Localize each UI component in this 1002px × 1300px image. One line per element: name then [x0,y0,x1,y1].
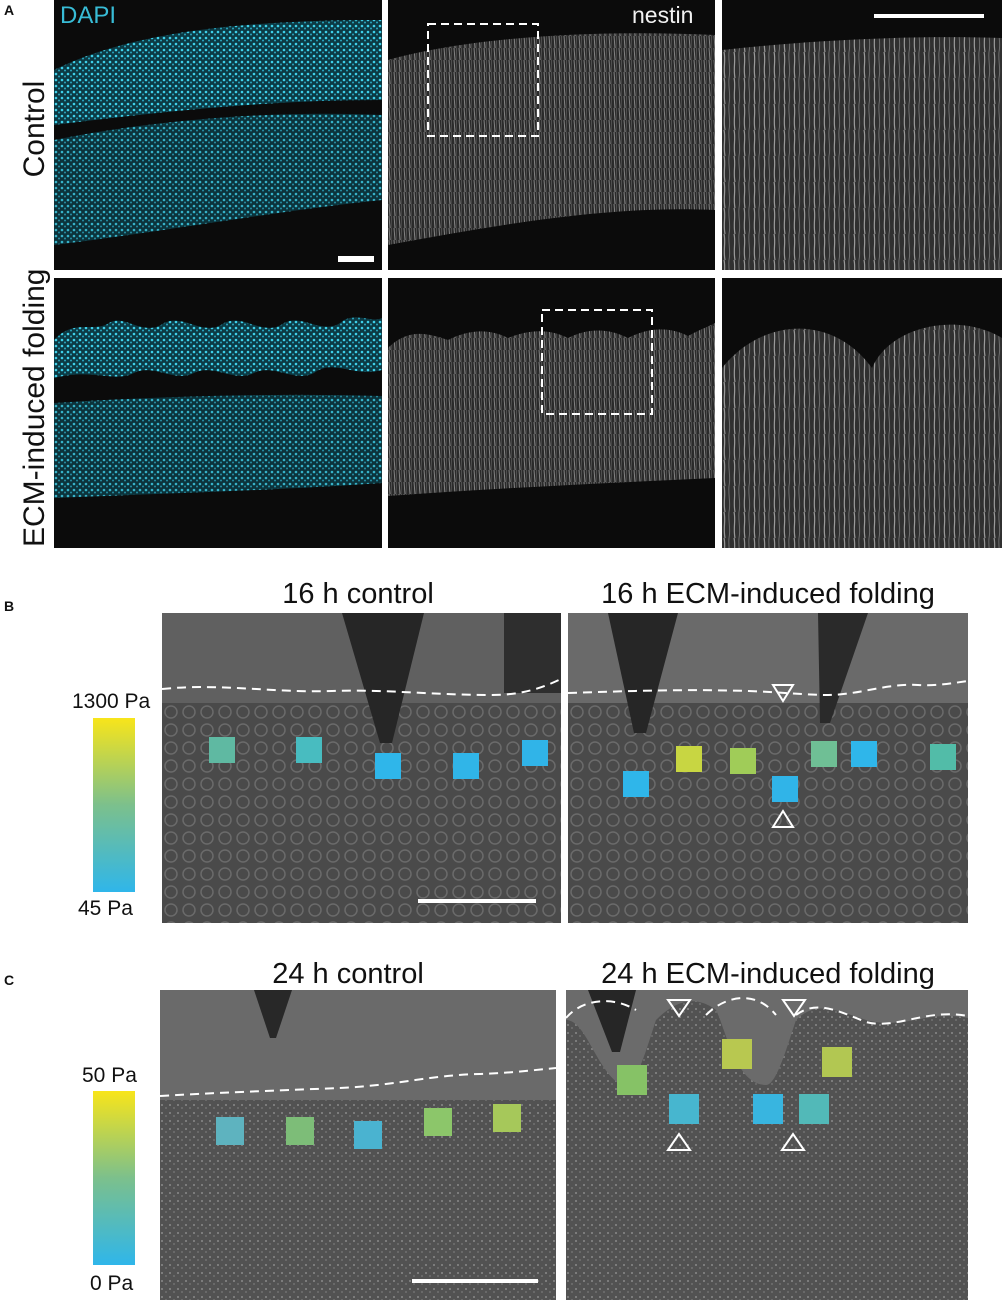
colorbar-b-max: 1300 Pa [72,690,151,713]
panel-c-title-right: 24 h ECM-induced folding [601,958,935,990]
scale-bar [338,256,374,262]
zoom-box [427,23,539,137]
scale-bar [418,899,536,903]
b-folding-image [568,613,968,923]
b-control-image [162,613,561,923]
fold-marker-triangle [781,999,807,1018]
scale-bar [874,14,984,18]
fold-marker-triangle [780,1132,806,1151]
fold-marker-triangle [666,999,692,1018]
colorbar-c-max: 50 Pa [82,1064,137,1087]
c-folding-image [566,990,968,1300]
panel-a-letter: A [4,2,15,18]
scale-bar [412,1279,538,1283]
colorbar-b-min: 45 Pa [78,897,133,920]
stiffness-squares [617,1039,852,1124]
folding-nestin-image [388,278,715,548]
colorbar-c-min: 0 Pa [90,1272,134,1295]
c-control-image [160,990,556,1300]
colorbar-c [93,1091,135,1265]
zoom-box [541,309,653,415]
panel-b-title-right: 16 h ECM-induced folding [601,578,935,610]
row-label-ecm-folding: ECM-induced folding [18,268,51,547]
stiffness-squares [623,741,956,802]
stiffness-squares [216,1104,521,1149]
control-dapi-image: DAPI [54,0,382,270]
control-nestin-image: nestin [388,0,715,270]
panel-b-letter: B [4,598,15,614]
panel-c-title-left: 24 h control [272,958,424,990]
dapi-label: DAPI [60,2,117,29]
fold-marker-triangle [771,809,795,828]
stiffness-squares [209,737,548,779]
control-nestin-zoom-image [722,0,1002,270]
colorbar-b [93,718,135,892]
nestin-label: nestin [632,2,694,28]
folding-dapi-image [54,278,382,548]
panel-b-title-left: 16 h control [282,578,434,610]
fold-marker-triangle [771,684,795,703]
row-label-control: Control [18,80,51,178]
fold-marker-triangle [666,1132,692,1151]
folding-nestin-zoom-image [722,278,1002,548]
panel-c-letter: C [4,972,15,988]
